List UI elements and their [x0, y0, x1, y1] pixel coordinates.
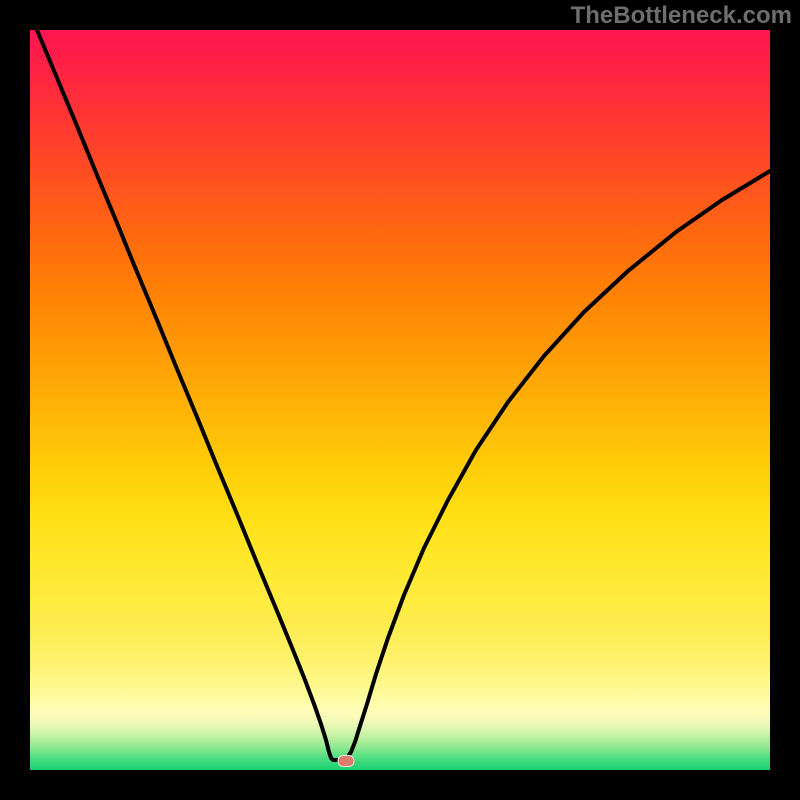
optimal-marker — [338, 756, 354, 767]
chart-container: TheBottleneck.com — [0, 0, 800, 800]
watermark-label: TheBottleneck.com — [571, 2, 792, 30]
plot-background — [30, 30, 770, 770]
bottleneck-chart — [0, 0, 800, 800]
